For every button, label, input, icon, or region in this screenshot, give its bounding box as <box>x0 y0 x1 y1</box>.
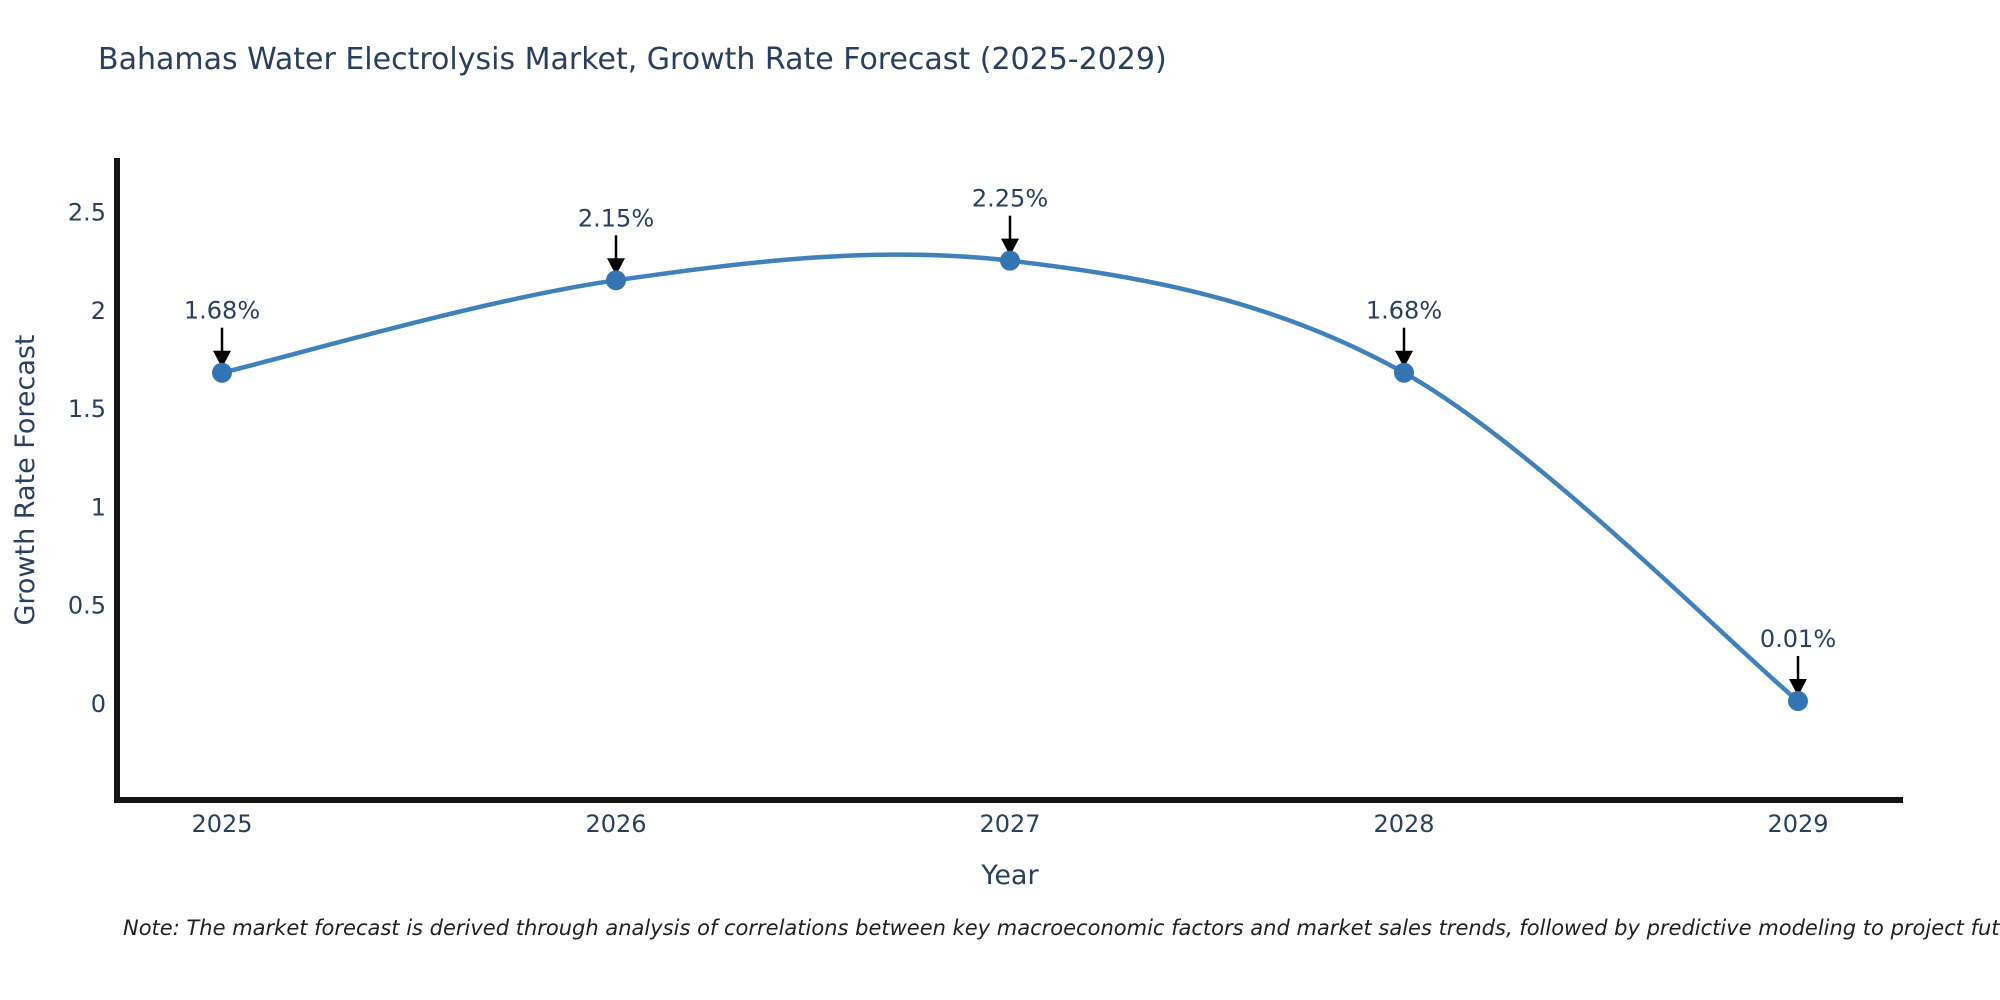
y-tick-label: 2 <box>91 297 106 325</box>
y-tick-label: 1.5 <box>68 395 106 423</box>
data-point-label: 0.01% <box>1760 625 1836 653</box>
data-point-marker[interactable] <box>606 270 626 291</box>
annotation-arrow-head <box>1789 679 1807 697</box>
annotation-arrow-head <box>607 258 625 276</box>
chart-title: Bahamas Water Electrolysis Market, Growt… <box>98 42 1167 77</box>
data-point-label: 1.68% <box>184 297 260 325</box>
y-tick-label: 2.5 <box>68 199 106 227</box>
y-axis-title: Growth Rate Forecast <box>10 334 41 625</box>
data-point-label: 2.25% <box>972 185 1048 213</box>
x-tick-label: 2029 <box>1767 810 1828 838</box>
data-point-marker[interactable] <box>1788 691 1808 712</box>
forecast-line <box>221 252 1800 703</box>
annotation-arrow-head <box>213 350 231 368</box>
data-point-marker[interactable] <box>1000 250 1020 271</box>
data-point-marker[interactable] <box>1394 362 1414 383</box>
x-tick-label: 2028 <box>1373 810 1434 838</box>
y-tick-label: 0.5 <box>68 592 106 620</box>
x-tick-label: 2027 <box>979 810 1040 838</box>
x-tick-label: 2026 <box>585 810 646 838</box>
x-axis-title: Year <box>980 860 1039 891</box>
annotation-arrow-head <box>1001 238 1019 256</box>
data-point-label: 1.68% <box>1366 297 1442 325</box>
data-point-marker[interactable] <box>212 362 232 383</box>
data-point-label: 2.15% <box>578 204 654 232</box>
x-tick-label: 2025 <box>191 810 252 838</box>
y-tick-label: 0 <box>91 690 106 718</box>
footnote: Note: The market forecast is derived thr… <box>123 916 2000 940</box>
annotation-arrow-head <box>1395 350 1413 368</box>
y-tick-label: 1 <box>91 493 106 521</box>
